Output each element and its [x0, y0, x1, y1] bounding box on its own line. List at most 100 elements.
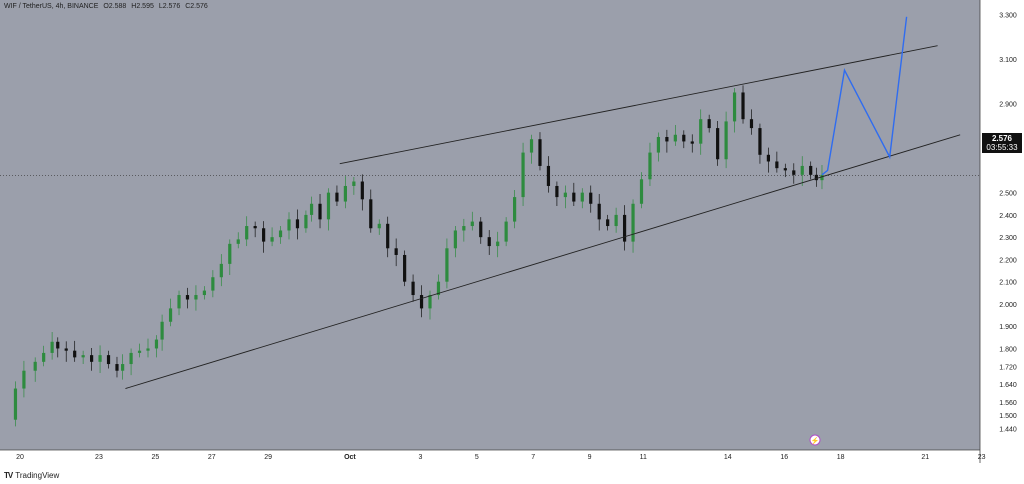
candle-body: [419, 295, 424, 309]
y-tick-label: 1.640: [999, 382, 1017, 389]
candle-body: [377, 223, 381, 229]
x-tick-label: 25: [151, 454, 159, 461]
trendline-lower: [125, 134, 961, 389]
candle-body: [121, 364, 125, 371]
candle-body: [597, 203, 601, 220]
candle-body: [287, 219, 291, 231]
candle-body: [665, 136, 669, 142]
high-value: H2.595: [131, 3, 154, 10]
y-tick-label: 1.560: [999, 400, 1017, 407]
candle-body: [436, 281, 441, 296]
candle-body: [343, 185, 347, 202]
candle-body: [428, 295, 432, 309]
open-value: O2.588: [103, 3, 127, 10]
tradingview-logo[interactable]: TV TradingView: [4, 471, 59, 480]
tradingview-logo-icon: TV: [4, 471, 13, 480]
x-tick-label: 29: [264, 454, 272, 461]
candle-body: [411, 281, 415, 296]
candle-body: [168, 308, 173, 322]
y-tick-label: 2.300: [999, 235, 1017, 242]
close-value: C2.576: [185, 3, 208, 10]
candle-body: [479, 221, 483, 238]
candle-body: [504, 221, 508, 242]
candle-body: [546, 165, 551, 186]
candle-body: [656, 136, 661, 153]
candle-body: [589, 192, 593, 204]
candle-body: [453, 230, 457, 249]
candle-body: [496, 241, 500, 247]
candle-body: [295, 219, 300, 229]
x-tick-label: 23: [95, 454, 103, 461]
candle-body: [177, 295, 181, 309]
y-tick-label: 2.200: [999, 257, 1017, 264]
x-tick-label: 14: [724, 454, 732, 461]
candle-body: [115, 364, 119, 371]
candle-body: [253, 226, 257, 229]
y-tick-label: 2.000: [999, 302, 1017, 309]
candle-body: [572, 192, 576, 202]
candle-body: [236, 239, 240, 244]
low-value: L2.576: [158, 3, 181, 10]
candle-body: [766, 154, 770, 162]
candle-body: [775, 161, 779, 169]
candle-body: [185, 295, 190, 300]
candle-body: [814, 174, 818, 181]
candle-body: [445, 248, 449, 282]
x-tick-label: Oct: [344, 454, 356, 461]
candle-body: [792, 170, 796, 175]
candle-body: [622, 214, 627, 242]
x-tick-label: 11: [640, 454, 647, 461]
candle-body: [369, 199, 373, 229]
candle-body: [606, 219, 610, 227]
candle-body: [194, 295, 198, 300]
event-marker-icon: [809, 434, 821, 446]
y-tick-label: 2.500: [999, 191, 1017, 198]
x-tick-label: 23: [978, 454, 986, 461]
candle-body: [352, 181, 356, 186]
candle-body: [809, 165, 813, 175]
x-tick-label: 5: [475, 454, 479, 461]
candle-body: [154, 339, 159, 349]
candle-body: [563, 192, 567, 198]
symbol-title[interactable]: WIF / TetherUS, 4h, BINANCE: [4, 3, 99, 10]
x-tick-label: 18: [837, 454, 845, 461]
candle-body: [81, 355, 85, 358]
candle-body: [146, 348, 150, 351]
candle-body: [758, 128, 762, 155]
candle-body: [245, 226, 249, 240]
y-tick-label: 2.900: [999, 102, 1017, 109]
candle-body: [631, 203, 635, 242]
candle-body: [394, 248, 398, 255]
candle-body: [783, 168, 787, 171]
candle-body: [741, 92, 745, 120]
candle-body: [90, 355, 94, 362]
candle-body: [98, 355, 102, 362]
lightning-icon: ⚡: [811, 436, 820, 445]
candle-body: [228, 243, 232, 264]
x-tick-label: 27: [208, 454, 216, 461]
x-tick-label: 16: [780, 454, 788, 461]
candle-body: [106, 355, 111, 365]
x-tick-label: 20: [16, 454, 24, 461]
plot-area: [0, 0, 980, 450]
candle-body: [716, 128, 720, 160]
candle-body: [614, 214, 618, 227]
candle-body: [33, 361, 37, 371]
candle-body: [521, 152, 525, 198]
candle-body: [73, 350, 77, 358]
candle-body: [529, 139, 534, 153]
candle-body: [513, 197, 517, 222]
candle-body: [403, 254, 407, 282]
candle-body: [262, 228, 266, 242]
candle-body: [202, 290, 206, 296]
candle-body: [219, 263, 223, 278]
candle-body: [13, 388, 18, 420]
candle-body: [309, 203, 314, 215]
candle-body: [487, 237, 491, 247]
candle-body: [580, 192, 584, 202]
y-tick-label: 3.300: [999, 13, 1017, 20]
candle-body: [211, 277, 215, 291]
y-tick-label: 1.900: [999, 324, 1017, 331]
